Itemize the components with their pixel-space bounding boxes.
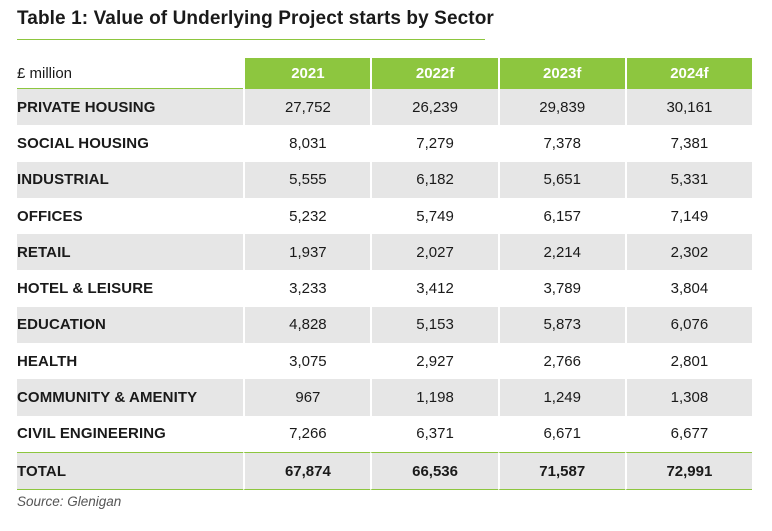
table-cell: 7,381 (624, 125, 752, 162)
table-cell: 6,677 (624, 415, 752, 452)
total-cell: 67,874 (243, 451, 371, 491)
source-note: Source: Glenigan (17, 494, 122, 509)
total-label: TOTAL (17, 451, 244, 491)
table-cell: 967 (243, 379, 371, 416)
table-cell: 5,651 (497, 161, 625, 198)
table-cell: 7,378 (497, 125, 625, 162)
table-cell: 2,801 (624, 343, 752, 380)
sector-label: INDUSTRIAL (17, 161, 244, 198)
table-row: SOCIAL HOUSING 8,031 7,279 7,378 7,381 (17, 125, 752, 162)
table-cell: 5,232 (243, 197, 370, 235)
table-cell: 1,198 (370, 379, 498, 416)
table-cell: 6,076 (624, 306, 752, 344)
table-cell: 7,149 (624, 197, 752, 235)
total-row: TOTAL 67,874 66,536 71,587 72,991 (17, 451, 752, 491)
table-cell: 2,214 (497, 234, 625, 271)
table-row: EDUCATION 4,828 5,153 5,873 6,076 (17, 306, 752, 344)
table-row: COMMUNITY & AMENITY 967 1,198 1,249 1,30… (17, 379, 752, 416)
table-cell: 5,331 (624, 161, 752, 198)
sector-starts-table: £ million 2021 2022f 2023f 2024f PRIVATE… (17, 58, 752, 491)
table-cell: 30,161 (624, 89, 752, 126)
table-cell: 2,927 (370, 343, 497, 380)
table-title: Table 1: Value of Underlying Project sta… (17, 8, 494, 29)
total-cell: 72,991 (624, 451, 752, 491)
table-cell: 3,412 (370, 270, 497, 307)
table-cell: 27,752 (243, 89, 371, 126)
table-cell: 29,839 (497, 89, 625, 126)
table-cell: 4,828 (243, 306, 371, 344)
table-cell: 3,075 (243, 343, 370, 380)
sector-label: COMMUNITY & AMENITY (17, 379, 244, 416)
table-cell: 2,766 (497, 343, 625, 380)
table-cell: 5,153 (370, 306, 498, 344)
table-cell: 6,157 (497, 197, 625, 235)
sector-label: PRIVATE HOUSING (17, 89, 244, 126)
column-header-2022f: 2022f (370, 58, 498, 89)
table-cell: 5,749 (370, 197, 497, 235)
sector-label: HOTEL & LEISURE (17, 280, 154, 298)
table-row: HEALTH 3,075 2,927 2,766 2,801 (17, 343, 752, 380)
table-cell: 6,671 (497, 415, 625, 452)
table-cell: 2,302 (624, 234, 752, 271)
table-cell: 26,239 (370, 89, 498, 126)
table-cell: 7,266 (243, 415, 370, 452)
table-cell: 3,233 (243, 270, 370, 307)
total-cell: 71,587 (497, 451, 625, 491)
table-row: INDUSTRIAL 5,555 6,182 5,651 5,331 (17, 161, 752, 198)
sector-label: CIVIL ENGINEERING (17, 425, 166, 443)
column-header-2023f: 2023f (497, 58, 625, 89)
sector-label: RETAIL (17, 234, 244, 271)
table-cell: 1,249 (497, 379, 625, 416)
table-row: CIVIL ENGINEERING 7,266 6,371 6,671 6,67… (17, 415, 752, 452)
sector-label: EDUCATION (17, 306, 244, 344)
table-row: OFFICES 5,232 5,749 6,157 7,149 (17, 197, 752, 235)
title-underline (17, 39, 485, 40)
table-cell: 1,937 (243, 234, 371, 271)
sector-label: OFFICES (17, 207, 83, 225)
table-cell: 8,031 (243, 125, 370, 162)
column-header-2024f: 2024f (624, 58, 752, 89)
table-row: HOTEL & LEISURE 3,233 3,412 3,789 3,804 (17, 270, 752, 307)
table-cell: 5,555 (243, 161, 371, 198)
table-cell: 1,308 (624, 379, 752, 416)
table-row: RETAIL 1,937 2,027 2,214 2,302 (17, 234, 752, 271)
unit-label: £ million (17, 58, 244, 89)
table-cell: 6,371 (370, 415, 497, 452)
sector-label: SOCIAL HOUSING (17, 134, 149, 152)
table-cell: 2,027 (370, 234, 498, 271)
table-cell: 3,789 (497, 270, 625, 307)
table-cell: 6,182 (370, 161, 498, 198)
table-cell: 5,873 (497, 306, 625, 344)
total-cell: 66,536 (370, 451, 498, 491)
column-header-2021: 2021 (243, 58, 371, 89)
table-cell: 7,279 (370, 125, 497, 162)
table-cell: 3,804 (624, 270, 752, 307)
sector-label: HEALTH (17, 352, 78, 370)
header-row: £ million 2021 2022f 2023f 2024f (17, 58, 752, 89)
table-row: PRIVATE HOUSING 27,752 26,239 29,839 30,… (17, 89, 752, 126)
